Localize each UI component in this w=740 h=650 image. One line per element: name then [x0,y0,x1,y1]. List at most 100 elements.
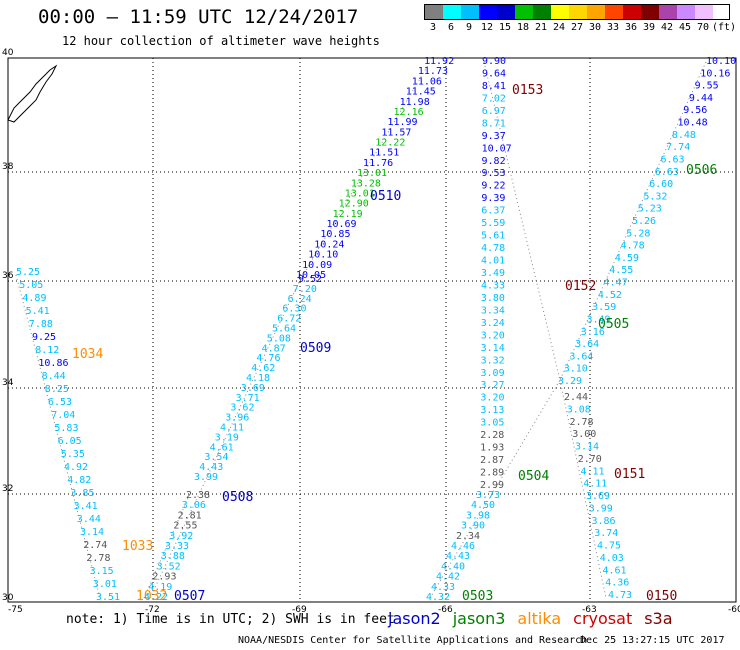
wave-height-value: 4.59 [615,253,639,264]
legend-labels: 3 6 9 12 15 18 21 24 27 30 33 36 39 42 45 70 (ft) [424,22,736,33]
track-id-label: 0509 [300,341,331,356]
wave-height-value: 4.76 [256,353,280,364]
wave-height-value: 10.16 [700,68,730,79]
wave-height-value: 12.16 [394,107,424,118]
wave-height-value: 6.63 [660,154,684,165]
wave-height-value: 3.34 [481,305,505,316]
wave-height-value: 9.52 [298,274,322,285]
wave-height-value: 4.22 [144,592,168,603]
wave-height-value: 11.45 [406,87,436,98]
legend-swatch [569,5,587,19]
track-id-label: 0507 [174,589,205,604]
wave-height-value: 3.64 [569,351,593,362]
wave-height-value: 6.53 [48,397,72,408]
legend-label: 33 [606,22,620,33]
map-frame [7,57,737,603]
wave-height-value: 2.81 [178,510,202,521]
wave-height-value: 7.74 [666,142,690,153]
lat-tick-label: 40 [2,48,14,58]
legend-swatch [605,5,623,19]
legend-label: 21 [534,22,548,33]
legend-swatch [695,5,713,19]
wave-height-value: 7.04 [51,410,75,421]
wave-height-value: 9.25 [32,332,56,343]
wave-height-value: 2.70 [578,454,602,465]
wave-height-value: 4.42 [436,572,460,583]
wave-height-value: 4.78 [621,241,645,252]
wave-height-value: 10.09 [302,260,332,271]
wave-height-value: 3.74 [594,528,618,539]
legend-swatch [587,5,605,19]
wave-height-value: 3.24 [481,318,505,329]
wave-height-value: 11.73 [418,66,448,77]
wave-height-value: 7.02 [482,93,506,104]
wave-height-value: 2.78 [86,553,110,564]
wave-height-value: 13.28 [351,178,381,189]
track-id-label: 0504 [518,469,549,484]
map-title: 00:00 – 11:59 UTC 12/24/2017 [38,6,359,28]
wave-height-value: 4.43 [446,551,470,562]
wave-height-value: 3.41 [74,501,98,512]
wave-height-value: 3.62 [230,403,254,414]
wave-height-value: 13.01 [345,188,375,199]
wave-height-value: 5.64 [272,324,296,335]
wave-height-value: 3.05 [480,418,504,429]
wave-height-value: 2.55 [173,521,197,532]
wave-height-value: 10.07 [482,143,512,154]
track-id-label: 1034 [72,347,103,362]
wave-height-value: 9.64 [482,68,506,79]
wave-height-value: 10.24 [314,239,344,250]
lat-tick-label: 34 [2,378,14,388]
legend-label: 12 [480,22,494,33]
wave-height-value: 11.06 [412,76,442,87]
wave-height-value: 7.88 [29,319,53,330]
wave-height-value: 3.96 [225,413,249,424]
satellite-s3a: s3a [644,609,673,628]
wave-height-value: 2.44 [564,392,588,403]
track-id-label: 0153 [512,83,543,98]
map-subtitle: 12 hour collection of altimeter wave hei… [62,34,380,48]
wave-height-value: 9.55 [695,81,719,92]
wave-height-value: 4.11 [583,479,607,490]
legend-swatch [659,5,677,19]
wave-height-value: 2.89 [480,468,504,479]
wave-height-value: 3.49 [481,268,505,279]
wave-height-value: 4.33 [431,582,455,593]
legend-swatch [425,5,443,19]
legend-label: 18 [516,22,530,33]
legend-swatches [424,4,730,20]
wave-height-value: 5.35 [61,449,85,460]
satellite-jason3: jason3 [452,609,506,628]
wave-height-value: 3.49 [586,314,610,325]
wave-height-value: 2.38 [186,490,210,501]
wave-height-value: 4.32 [426,592,450,603]
wave-height-value: 3.20 [480,393,504,404]
wave-height-value: 3.14 [80,527,104,538]
legend-swatch [533,5,551,19]
wave-height-value: 12.19 [333,209,363,220]
wave-height-value: 4.40 [441,561,465,572]
wave-height-value: 9.37 [482,131,506,142]
legend-label: 45 [678,22,692,33]
wave-height-value: 8.12 [35,345,59,356]
wave-height-value: 5.23 [638,204,662,215]
wave-height-value: 11.51 [369,148,399,159]
wave-height-value: 2.34 [456,531,480,542]
legend-label: 9 [465,22,473,33]
track-id-label: 0506 [686,163,717,178]
wave-height-value: 2.78 [570,417,594,428]
wave-height-value: 2.87 [480,455,504,466]
wave-height-value: 4.73 [608,590,632,601]
wave-height-value: 5.41 [26,306,50,317]
wave-height-value: 4.55 [609,265,633,276]
wave-height-value: 3.92 [169,531,193,542]
wave-height-value: 3.86 [592,516,616,527]
lat-tick-label: 32 [2,484,13,494]
wave-height-value: 6.24 [288,294,312,305]
satellite-cryosat: cryosat [573,609,633,628]
wave-height-value: 2.28 [480,430,504,441]
wave-height-value: 11.99 [387,117,417,128]
wave-height-value: 3.80 [481,293,505,304]
wave-height-value: 8.25 [45,384,69,395]
